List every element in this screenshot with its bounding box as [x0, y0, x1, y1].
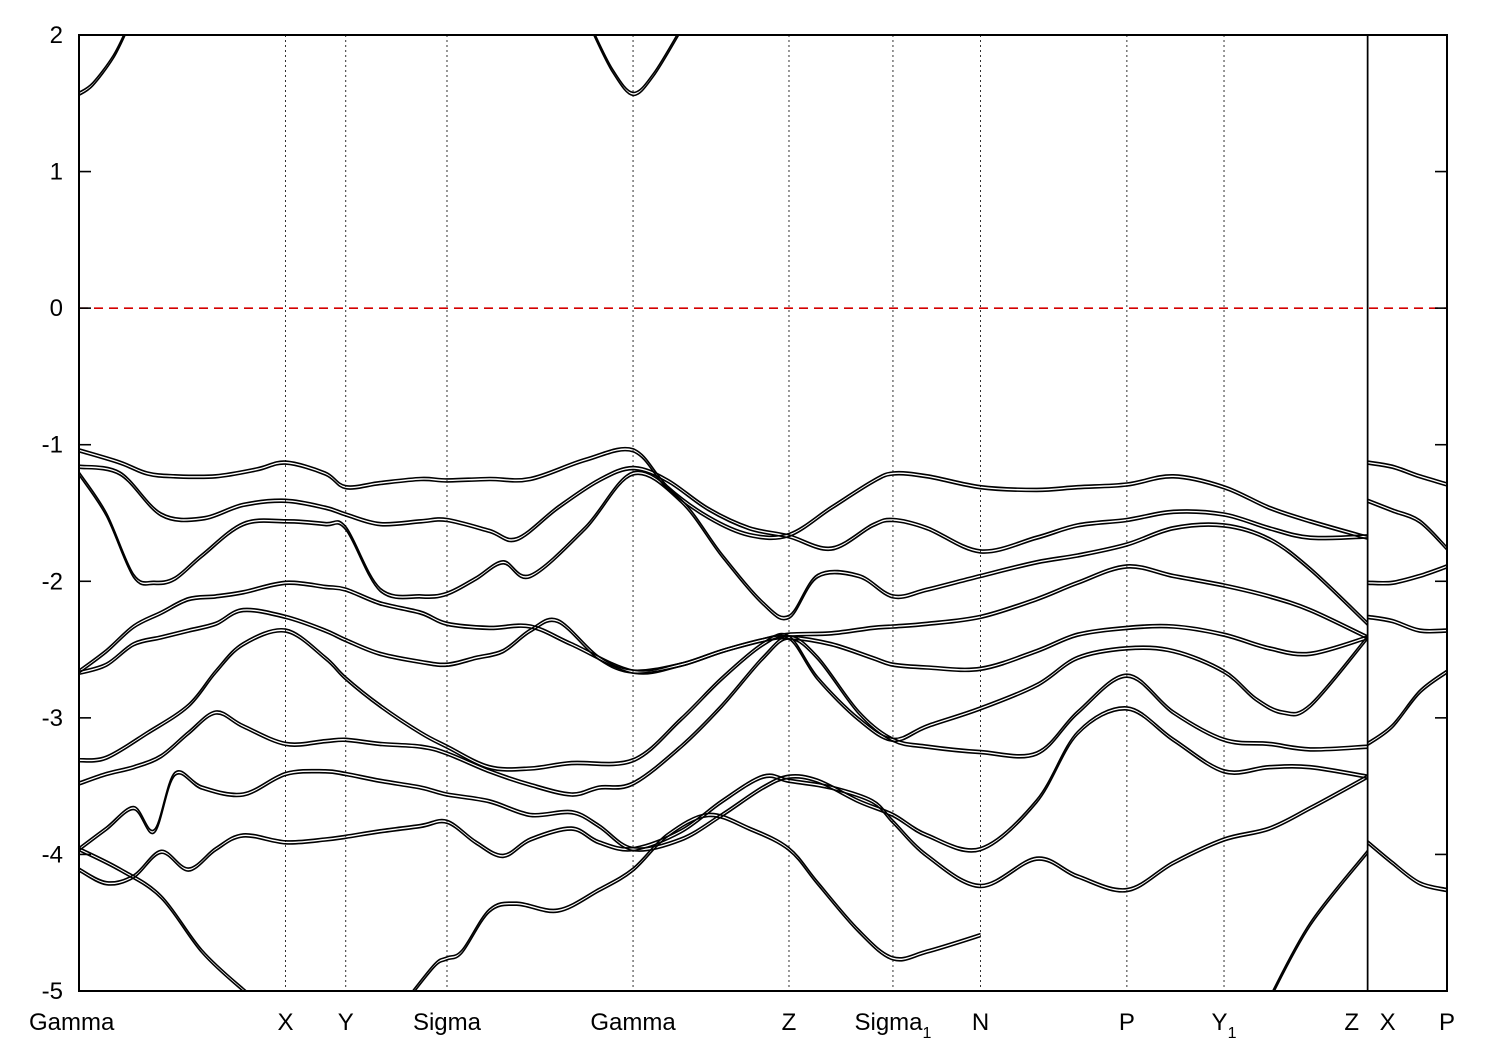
x-tick-label-9: Y1: [1212, 1009, 1237, 1042]
band-line-8: [79, 773, 1369, 890]
x-tick-labels: Gamma X Y Sigma Gamma Z Sigma1 N P Y1 Z X P: [29, 1009, 1455, 1042]
x-tick-label-6: Sigma1: [854, 1009, 931, 1042]
band-line-10: [411, 812, 981, 991]
band-line-16: [1367, 614, 1447, 631]
band-line-9-pair: [79, 849, 245, 991]
x-tick-label-2: Y: [338, 1009, 354, 1036]
y-tick-labels: -5 -4 -3 -2 -1 0 1 2: [42, 22, 63, 1005]
band-line-7-pair: [79, 709, 1368, 853]
x-tick-label-1: X: [278, 1009, 294, 1036]
band-lines: [79, 35, 1447, 991]
band-line-10-pair: [413, 815, 981, 991]
high-symmetry-lines: [285, 35, 1369, 991]
band-line-0-pair: [79, 449, 1368, 541]
band-line-5-pair: [79, 630, 1369, 772]
x-tick-label-8: P: [1119, 1009, 1135, 1036]
band-line-15-pair: [1367, 567, 1447, 586]
band-line-12-pair: [592, 35, 680, 97]
band-line-13-pair: [1367, 463, 1447, 487]
x-tick-label-7: N: [972, 1009, 989, 1036]
band-line-0: [79, 446, 1368, 538]
y-tick-label--5: -5: [42, 978, 63, 1005]
band-line-17-pair: [1367, 672, 1447, 747]
band-line-19: [1271, 849, 1369, 991]
x-tick-label-0: Gamma: [29, 1009, 115, 1036]
band-line-12: [594, 35, 678, 94]
band-line-4: [79, 607, 1368, 673]
axes-group: [78, 34, 1448, 992]
x-tick-label-5: Z: [782, 1009, 797, 1036]
band-line-1-pair: [79, 467, 1368, 554]
band-line-4-pair: [79, 610, 1368, 676]
plot-frame: [78, 34, 1448, 992]
y-tick-label--3: -3: [42, 705, 63, 732]
band-line-2-pair: [79, 473, 1369, 626]
band-line-3-pair: [79, 567, 1369, 675]
band-line-14-pair: [1367, 501, 1447, 551]
x-tick-label-3: Sigma: [413, 1009, 482, 1036]
band-line-7: [79, 706, 1368, 850]
band-line-14: [1367, 498, 1447, 548]
band-line-8-pair: [79, 776, 1369, 893]
y-tick-label-1: 1: [50, 159, 63, 186]
y-tick-label--2: -2: [42, 568, 63, 595]
x-tick-label-4: Gamma: [590, 1009, 676, 1036]
x-tick-label-12: P: [1439, 1009, 1455, 1036]
x-tick-label-10: Z: [1344, 1009, 1359, 1036]
y-tick-label-0: 0: [50, 295, 63, 322]
y-tick-label--1: -1: [42, 432, 63, 459]
band-line-3: [79, 564, 1369, 672]
band-line-11: [79, 35, 125, 94]
band-line-13: [1367, 460, 1447, 484]
band-line-6: [79, 635, 1368, 794]
band-line-9: [79, 846, 248, 991]
band-line-17: [1367, 669, 1447, 744]
band-line-2: [79, 470, 1369, 623]
y-tick-label--4: -4: [42, 841, 63, 868]
band-line-1: [79, 464, 1368, 551]
y-tick-label-2: 2: [50, 22, 63, 49]
band-line-19-pair: [1273, 852, 1369, 991]
band-line-15: [1367, 564, 1447, 583]
band-line-6-pair: [79, 638, 1368, 797]
band-line-11-pair: [79, 35, 126, 97]
band-line-5: [79, 627, 1369, 769]
band-line-18: [1367, 840, 1447, 890]
x-tick-label-11: X: [1380, 1009, 1396, 1036]
band-line-18-pair: [1367, 843, 1447, 893]
band-line-16-pair: [1367, 617, 1447, 634]
